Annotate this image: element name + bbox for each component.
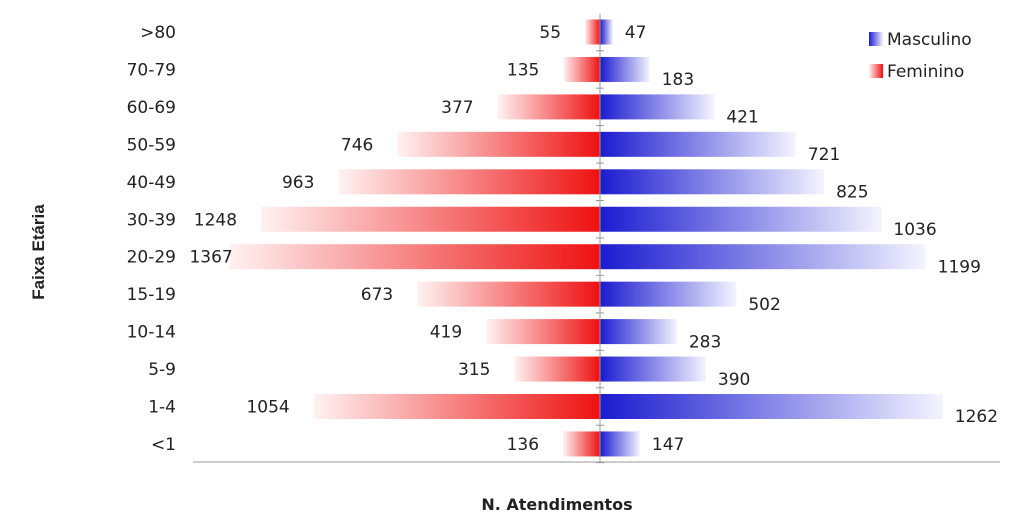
bar-masculino	[600, 244, 926, 270]
legend-label: Masculino	[887, 30, 972, 50]
value-label-feminino: 746	[341, 135, 373, 155]
value-label-feminino: 315	[458, 360, 490, 380]
value-label-masculino: 47	[625, 23, 647, 43]
legend-swatch	[869, 64, 883, 78]
y-axis-title: Faixa Etária	[29, 204, 48, 300]
bar-masculino	[600, 356, 706, 382]
bar-feminino	[228, 244, 601, 270]
category-label: 70-79	[127, 60, 176, 80]
value-label-feminino: 1054	[246, 398, 289, 418]
value-label-masculino: 183	[662, 70, 694, 90]
bar-masculino	[600, 94, 715, 120]
bar-masculino	[600, 169, 825, 195]
axis-layer	[193, 14, 1000, 464]
bar-masculino	[600, 431, 640, 457]
value-label-masculino: 147	[652, 435, 684, 455]
bar-feminino	[514, 356, 600, 382]
bar-feminino	[397, 131, 600, 157]
category-label: 20-29	[127, 248, 176, 268]
bar-feminino	[563, 431, 600, 457]
bar-feminino	[338, 169, 600, 195]
bar-masculino	[600, 131, 796, 157]
category-label: 40-49	[127, 173, 176, 193]
category-label: <1	[151, 435, 176, 455]
legend-swatch	[869, 32, 883, 46]
bar-feminino	[417, 281, 600, 307]
legend-label: Feminino	[887, 62, 964, 82]
bar-masculino	[600, 281, 737, 307]
value-label-masculino: 1036	[893, 220, 936, 240]
value-label-masculino: 1199	[938, 257, 981, 277]
category-label: >80	[140, 23, 176, 43]
category-label: 15-19	[127, 285, 176, 305]
category-label: 60-69	[127, 98, 176, 118]
value-label-masculino: 421	[726, 108, 758, 128]
bar-masculino	[600, 206, 882, 232]
x-axis-title: N. Atendimentos	[481, 495, 632, 514]
category-label: 30-39	[127, 210, 176, 230]
legend: Masculino Feminino	[869, 30, 972, 82]
bar-feminino	[563, 56, 600, 82]
bar-masculino	[600, 394, 943, 419]
value-label-feminino: 673	[361, 285, 393, 305]
value-label-feminino: 136	[507, 435, 539, 455]
category-label: 5-9	[148, 360, 176, 380]
value-label-feminino: 963	[282, 173, 314, 193]
value-label-feminino: 1367	[189, 248, 232, 268]
bars-layer	[228, 19, 943, 457]
bar-masculino	[600, 19, 613, 45]
bar-masculino	[600, 319, 677, 345]
category-label: 1-4	[148, 398, 176, 418]
value-label-feminino: 419	[430, 323, 462, 343]
category-label: 10-14	[127, 323, 176, 343]
value-label-masculino: 1262	[955, 407, 998, 427]
value-label-masculino: 721	[808, 145, 840, 165]
bar-feminino	[497, 94, 600, 120]
category-label: 50-59	[127, 135, 176, 155]
bar-feminino	[261, 206, 600, 232]
bar-masculino	[600, 56, 650, 82]
labels-layer: >80 55 47 70-79 135 183 60-69 377 421 50-59 746 721…	[127, 23, 998, 455]
bar-feminino	[486, 319, 600, 345]
value-label-feminino: 55	[539, 23, 561, 43]
bar-feminino	[585, 19, 600, 45]
bar-feminino	[313, 394, 600, 419]
value-label-masculino: 502	[748, 295, 780, 315]
value-label-masculino: 283	[689, 332, 721, 352]
value-label-feminino: 1248	[194, 210, 237, 230]
value-label-masculino: 390	[718, 370, 750, 390]
value-label-feminino: 135	[507, 60, 539, 80]
value-label-masculino: 825	[836, 183, 868, 203]
value-label-feminino: 377	[441, 98, 473, 118]
